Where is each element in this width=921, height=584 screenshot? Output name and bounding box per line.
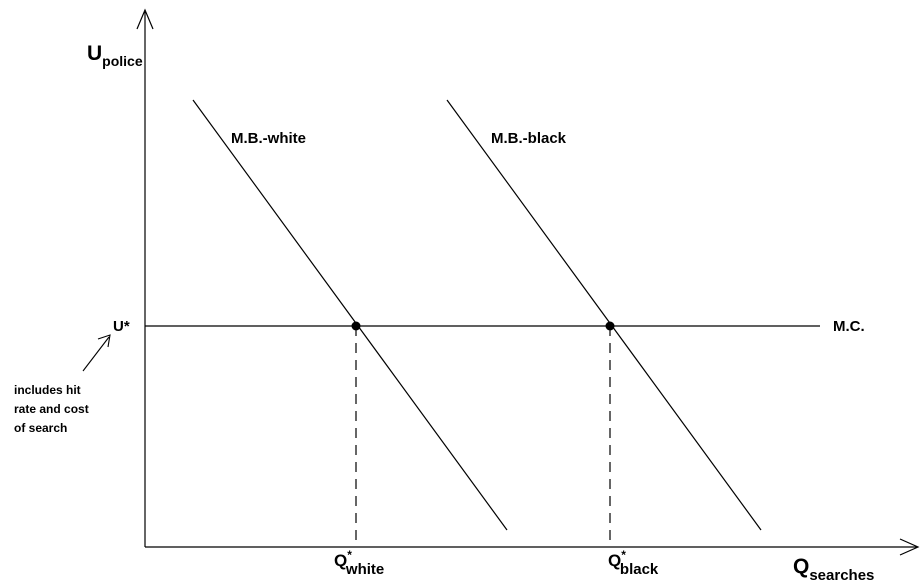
annotation-arrow: [82, 336, 110, 372]
mc-label: M.C.: [833, 318, 865, 335]
annotation-text: includes hit rate and cost of search: [14, 383, 92, 435]
x-axis-label: Qsearches: [793, 555, 874, 584]
mb-white-curve: [192, 99, 508, 531]
q-black-label: Q* black: [608, 548, 659, 578]
annotation-arrowhead: [97, 334, 111, 348]
equilibrium-point-white: [351, 321, 361, 331]
mb-black-curve: [446, 99, 762, 531]
u-star-label: U*: [113, 318, 130, 335]
equilibrium-point-black: [605, 321, 615, 331]
y-axis-label: Upolice: [87, 42, 143, 69]
x-axis-arrowhead: [899, 538, 920, 556]
mb-white-label: M.B.-white: [231, 130, 306, 147]
mb-black-label: M.B.-black: [491, 130, 567, 147]
y-axis-arrowhead: [136, 8, 154, 30]
q-white-label: Q* white: [334, 548, 384, 578]
